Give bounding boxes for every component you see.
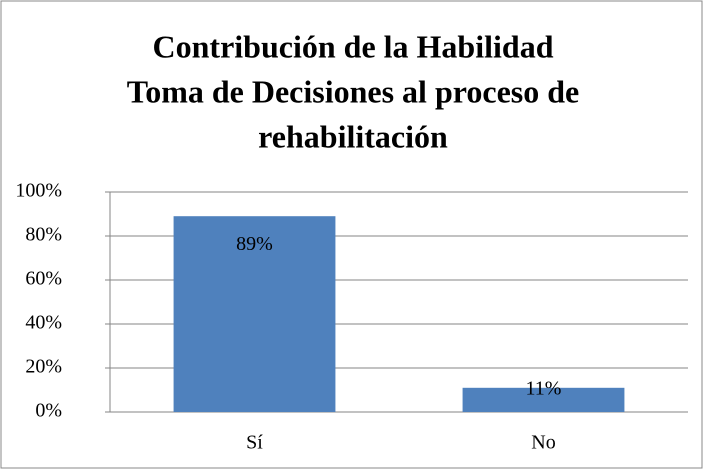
chart-title: Contribución de la Habilidad <box>153 28 554 64</box>
y-tick-label: 100% <box>15 180 62 202</box>
chart-title: Toma de Decisiones al proceso de <box>127 73 579 109</box>
data-label: 89% <box>236 233 273 255</box>
chart-title: rehabilitación <box>258 118 448 154</box>
bar <box>173 216 336 412</box>
x-tick-label: Sí <box>246 432 263 454</box>
y-tick-label: 20% <box>25 356 62 378</box>
x-tick-label: No <box>531 432 555 454</box>
y-tick-label: 0% <box>35 400 62 422</box>
y-tick-label: 60% <box>25 268 62 290</box>
y-tick-label: 80% <box>25 224 62 246</box>
bar <box>462 387 625 412</box>
y-tick-label: 40% <box>25 312 62 334</box>
data-label: 11% <box>526 377 562 399</box>
